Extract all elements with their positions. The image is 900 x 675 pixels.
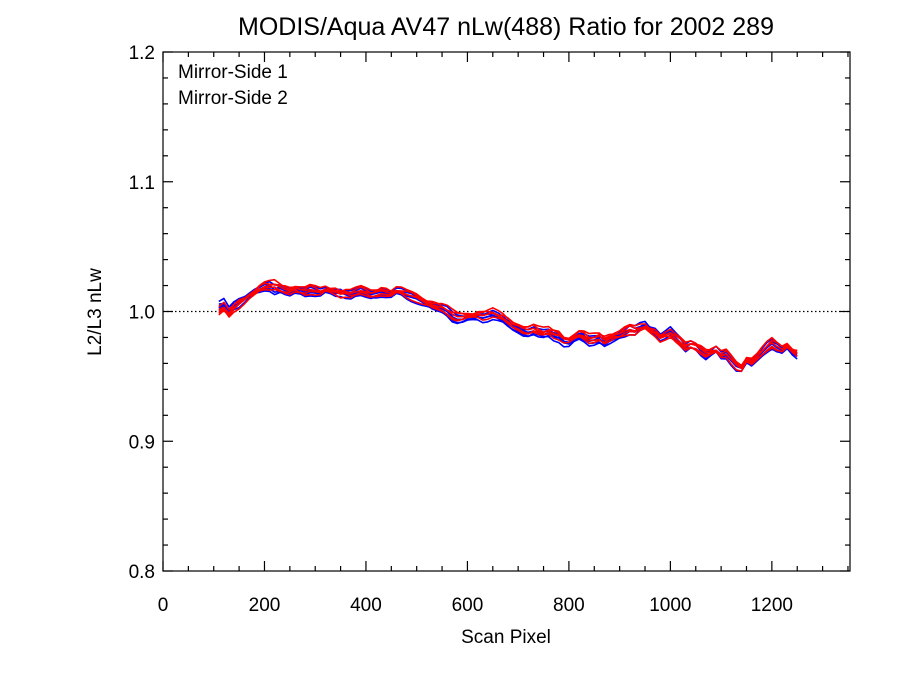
y-axis: 0.8 0.9 1.0 1.1 1.2 xyxy=(129,43,850,583)
chart-title: MODIS/Aqua AV47 nLw(488) Ratio for 2002 … xyxy=(238,13,774,41)
series-2 xyxy=(218,278,798,373)
y-tick-label: 1.0 xyxy=(129,303,155,324)
series-line-2-trace-3 xyxy=(218,288,798,373)
x-tick-label: 200 xyxy=(249,595,281,616)
x-tick-label: 800 xyxy=(553,595,585,616)
y-tick-label: 0.9 xyxy=(129,432,155,453)
x-axis: 0 200 400 600 800 1000 1200 xyxy=(158,52,849,616)
series-layer xyxy=(218,278,798,373)
x-axis-label: Scan Pixel xyxy=(461,627,551,648)
y-tick-label: 0.8 xyxy=(129,562,155,583)
x-tick-label: 1200 xyxy=(751,595,793,616)
legend-entry-mirror-side-1: Mirror-Side 1 xyxy=(178,62,288,83)
legend-entry-mirror-side-2: Mirror-Side 2 xyxy=(178,88,288,109)
y-tick-label: 1.1 xyxy=(129,173,155,194)
series-line-1-trace-3 xyxy=(218,290,798,373)
series-line-2-trace-5 xyxy=(218,286,798,370)
series-line-2-trace-1 xyxy=(218,283,798,369)
y-tick-label: 1.2 xyxy=(129,43,155,64)
x-tick-label: 600 xyxy=(452,595,484,616)
y-axis-label: L2/L3 nLw xyxy=(85,268,106,356)
x-tick-label: 400 xyxy=(350,595,382,616)
plot-frame xyxy=(162,51,851,572)
x-tick-label: 0 xyxy=(158,595,169,616)
x-tick-label: 1000 xyxy=(649,595,691,616)
series-line-2-trace-4 xyxy=(218,282,798,369)
